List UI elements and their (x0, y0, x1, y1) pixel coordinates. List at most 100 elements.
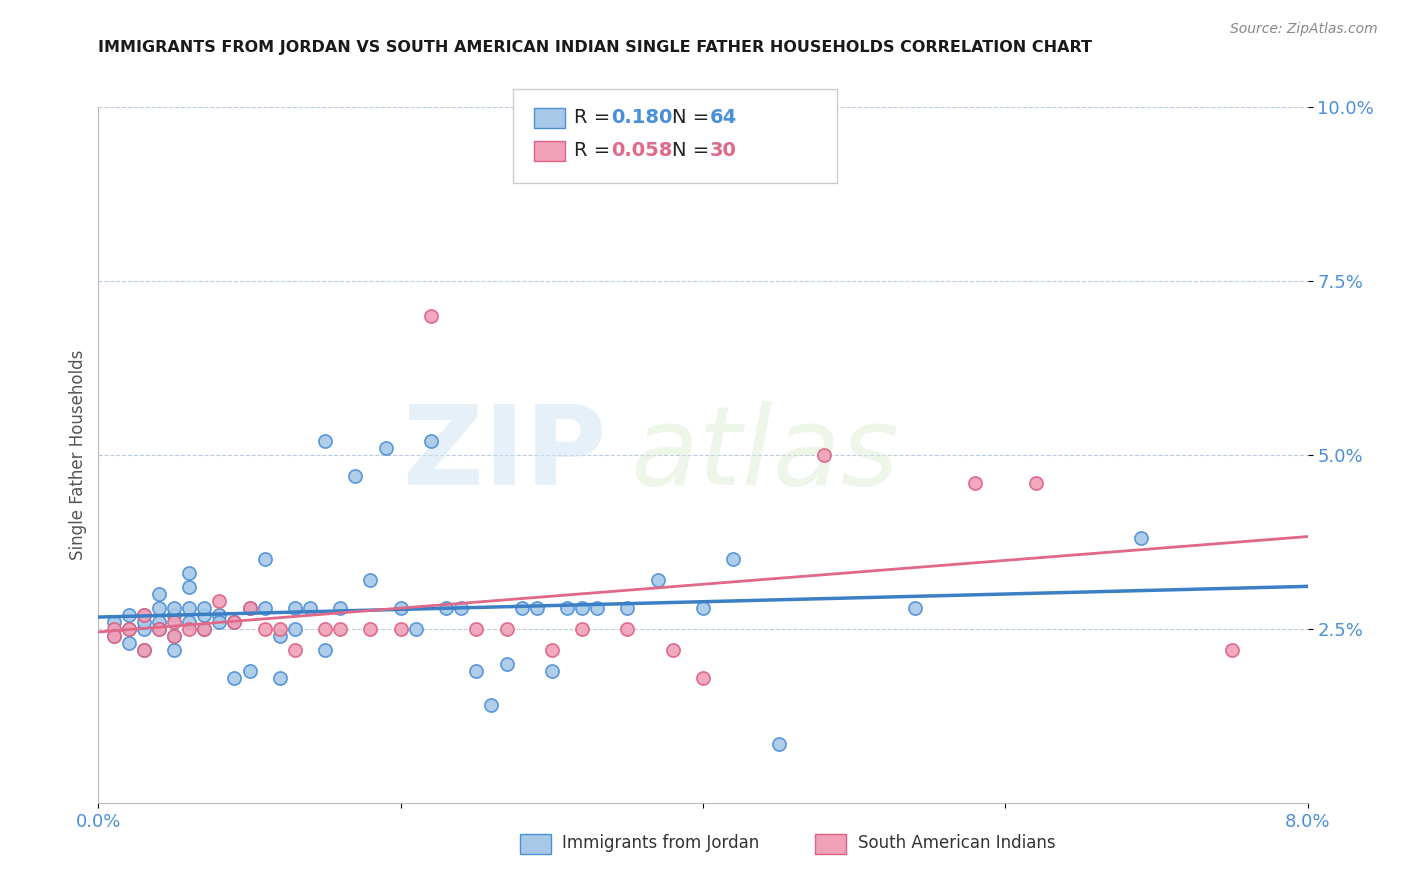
Point (465, 622, 488, 636)
Point (224, 671, 246, 685)
Point (193, 607, 215, 622)
Point (193, 622, 215, 636)
Point (1220, 642, 1243, 657)
Text: Immigrants from Jordan: Immigrants from Jordan (562, 834, 759, 852)
Point (314, 622, 336, 636)
Point (405, 622, 427, 636)
Y-axis label: Single Father Households: Single Father Households (69, 350, 87, 560)
Text: ZIP: ZIP (404, 401, 606, 508)
Point (661, 642, 683, 657)
Point (253, 552, 276, 566)
Point (616, 622, 638, 636)
Point (239, 664, 262, 678)
Point (148, 622, 170, 636)
Text: R =: R = (574, 141, 616, 161)
Point (389, 622, 412, 636)
Point (163, 629, 186, 643)
Point (299, 601, 322, 615)
Text: N =: N = (672, 141, 716, 161)
Point (132, 622, 155, 636)
Point (1024, 475, 1046, 490)
Point (768, 737, 790, 751)
Point (540, 664, 562, 678)
Point (132, 607, 155, 622)
Point (179, 601, 201, 615)
Point (495, 657, 517, 671)
Point (526, 601, 548, 615)
Point (723, 552, 745, 566)
Text: N =: N = (672, 108, 716, 128)
Text: 0.058: 0.058 (612, 141, 673, 161)
Point (239, 601, 262, 615)
Point (434, 601, 457, 615)
Point (647, 573, 669, 587)
Point (148, 601, 170, 615)
Point (692, 601, 714, 615)
Point (193, 601, 215, 615)
Point (329, 622, 352, 636)
Point (1130, 532, 1153, 546)
Text: 30: 30 (710, 141, 737, 161)
Point (314, 642, 336, 657)
Point (148, 615, 170, 629)
Point (179, 580, 201, 594)
Point (359, 622, 381, 636)
Point (419, 309, 441, 323)
Point (419, 434, 441, 448)
Point (965, 475, 987, 490)
Point (329, 601, 352, 615)
Point (269, 629, 291, 643)
Point (132, 642, 155, 657)
Point (208, 607, 231, 622)
Point (495, 622, 517, 636)
Point (450, 601, 472, 615)
Point (253, 601, 276, 615)
Point (571, 601, 593, 615)
Point (103, 629, 125, 643)
Point (148, 622, 170, 636)
Point (118, 622, 141, 636)
Point (132, 607, 155, 622)
Text: IMMIGRANTS FROM JORDAN VS SOUTH AMERICAN INDIAN SINGLE FATHER HOUSEHOLDS CORRELA: IMMIGRANTS FROM JORDAN VS SOUTH AMERICAN… (98, 40, 1092, 55)
Point (284, 601, 307, 615)
Point (555, 601, 578, 615)
Point (163, 642, 186, 657)
Text: Source: ZipAtlas.com: Source: ZipAtlas.com (1230, 22, 1378, 37)
Point (132, 642, 155, 657)
Point (179, 566, 201, 581)
Point (344, 468, 367, 483)
Point (118, 636, 141, 650)
Point (616, 601, 638, 615)
Text: 0.180: 0.180 (612, 108, 673, 128)
Point (208, 594, 231, 608)
Point (284, 622, 307, 636)
Point (571, 622, 593, 636)
Text: R =: R = (574, 108, 616, 128)
Point (103, 629, 125, 643)
Point (132, 615, 155, 629)
Point (269, 622, 291, 636)
Text: 64: 64 (710, 108, 737, 128)
Point (269, 671, 291, 685)
Point (253, 622, 276, 636)
Point (148, 587, 170, 601)
Point (540, 642, 562, 657)
Point (586, 601, 609, 615)
Point (224, 615, 246, 629)
Point (163, 601, 186, 615)
Point (118, 622, 141, 636)
Point (103, 622, 125, 636)
Text: South American Indians: South American Indians (858, 834, 1056, 852)
Point (692, 671, 714, 685)
Point (224, 615, 246, 629)
Point (314, 434, 336, 448)
Point (163, 607, 186, 622)
Point (103, 615, 125, 629)
Point (465, 664, 488, 678)
Point (193, 622, 215, 636)
Point (389, 601, 412, 615)
Point (813, 448, 835, 462)
Point (163, 629, 186, 643)
Point (239, 601, 262, 615)
Point (479, 698, 503, 713)
